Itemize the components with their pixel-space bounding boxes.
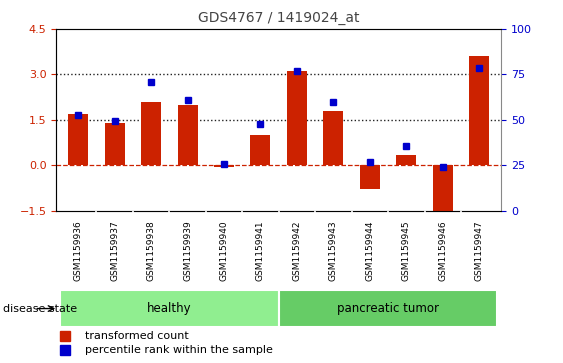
Text: GSM1159936: GSM1159936 <box>74 220 83 281</box>
Text: disease state: disease state <box>3 303 77 314</box>
Text: GSM1159945: GSM1159945 <box>402 220 411 281</box>
Bar <box>323 111 343 165</box>
Bar <box>141 102 161 165</box>
Text: GSM1159947: GSM1159947 <box>475 220 484 281</box>
Text: GSM1159944: GSM1159944 <box>365 220 374 281</box>
Bar <box>433 165 453 211</box>
Bar <box>68 114 88 165</box>
Text: GSM1159939: GSM1159939 <box>183 220 192 281</box>
Bar <box>60 290 279 327</box>
Text: GSM1159943: GSM1159943 <box>329 220 338 281</box>
Bar <box>105 123 124 165</box>
Bar <box>214 165 234 167</box>
Bar <box>287 72 307 165</box>
Text: GSM1159941: GSM1159941 <box>256 220 265 281</box>
Bar <box>360 165 380 189</box>
Text: GSM1159937: GSM1159937 <box>110 220 119 281</box>
Bar <box>251 135 270 165</box>
Title: GDS4767 / 1419024_at: GDS4767 / 1419024_at <box>198 11 359 25</box>
Text: healthy: healthy <box>147 302 191 315</box>
Bar <box>469 56 489 165</box>
Text: pancreatic tumor: pancreatic tumor <box>337 302 439 315</box>
Bar <box>177 105 198 165</box>
Bar <box>396 155 416 165</box>
Text: GSM1159940: GSM1159940 <box>220 220 229 281</box>
Text: GSM1159946: GSM1159946 <box>438 220 447 281</box>
Text: transformed count: transformed count <box>85 331 189 341</box>
Text: GSM1159938: GSM1159938 <box>146 220 155 281</box>
Text: GSM1159942: GSM1159942 <box>292 220 301 281</box>
Bar <box>279 290 498 327</box>
Text: percentile rank within the sample: percentile rank within the sample <box>85 345 273 355</box>
